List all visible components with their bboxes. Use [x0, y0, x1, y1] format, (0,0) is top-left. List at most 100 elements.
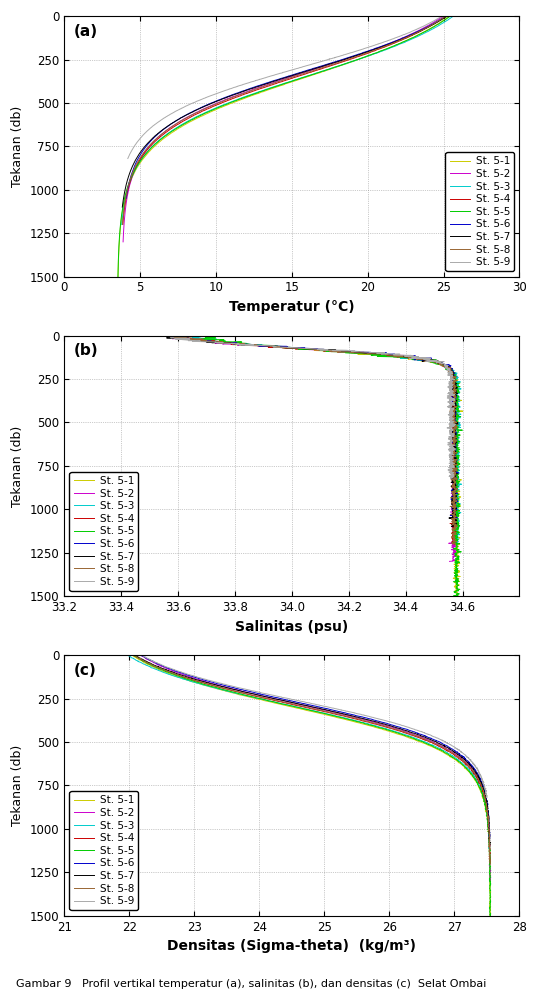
St. 5-5 [487, 853, 493, 865]
St. 5-7 [469, 761, 476, 773]
Line: St. 5-1: St. 5-1 [118, 16, 449, 285]
St. 5-6 [426, 732, 433, 744]
St. 5-2 [296, 69, 302, 81]
St. 5-9 [139, 649, 145, 661]
St. 5-9 [125, 152, 131, 164]
St. 5-7 [161, 122, 167, 134]
St. 5-7 [452, 521, 458, 533]
St. 5-7 [452, 379, 459, 391]
St. 5-1 [452, 451, 459, 463]
St. 5-5 [447, 10, 454, 22]
St. 5-4 [451, 452, 457, 464]
St. 5-4 [486, 858, 493, 870]
St. 5-9 [484, 791, 490, 803]
St. 5-1 [279, 80, 285, 91]
St. 5-1 [130, 649, 136, 661]
St. 5-1 [122, 190, 129, 202]
Line: St. 5-6: St. 5-6 [126, 16, 445, 199]
St. 5-9 [197, 94, 203, 106]
St. 5-9 [456, 745, 462, 756]
Line: St. 5-9: St. 5-9 [128, 16, 442, 158]
St. 5-9 [445, 367, 451, 379]
St. 5-3 [141, 149, 148, 161]
Text: Gambar 9   Profil vertikal temperatur (a), salinitas (b), dan densitas (c)  Sela: Gambar 9 Profil vertikal temperatur (a),… [16, 979, 486, 989]
St. 5-9 [469, 756, 476, 768]
St. 5-4 [480, 788, 487, 800]
St. 5-2 [449, 388, 456, 400]
St. 5-1 [115, 279, 121, 291]
St. 5-9 [348, 47, 355, 59]
St. 5-8 [442, 10, 449, 22]
St. 5-5 [275, 80, 281, 91]
St. 5-5 [456, 378, 462, 390]
St. 5-4 [130, 167, 137, 179]
Line: St. 5-3: St. 5-3 [179, 336, 462, 544]
St. 5-9 [383, 36, 389, 48]
St. 5-8 [449, 424, 455, 436]
St. 5-7 [210, 96, 217, 108]
St. 5-7 [450, 442, 457, 454]
St. 5-7 [132, 154, 139, 166]
St. 5-1 [470, 771, 476, 783]
St. 5-7 [144, 138, 151, 150]
St. 5-7 [297, 699, 303, 711]
St. 5-9 [254, 686, 260, 698]
St. 5-3 [207, 104, 213, 116]
St. 5-5 [451, 452, 458, 464]
St. 5-3 [118, 219, 125, 231]
X-axis label: Densitas (Sigma-theta)  (kg/m³): Densitas (Sigma-theta) (kg/m³) [167, 939, 416, 953]
Line: St. 5-5: St. 5-5 [118, 16, 450, 287]
St. 5-6 [123, 193, 129, 205]
St. 5-3 [453, 487, 459, 499]
St. 5-1 [118, 213, 125, 225]
St. 5-2 [335, 708, 341, 720]
St. 5-1 [455, 399, 461, 411]
St. 5-7 [486, 840, 492, 852]
St. 5-5 [366, 719, 372, 731]
St. 5-6 [138, 147, 144, 159]
St. 5-2 [456, 751, 463, 763]
St. 5-4 [315, 64, 322, 76]
St. 5-8 [119, 219, 126, 231]
St. 5-1 [446, 10, 452, 22]
Legend: St. 5-1, St. 5-2, St. 5-3, St. 5-4, St. 5-5, St. 5-6, St. 5-7, St. 5-8, St. 5-9: St. 5-1, St. 5-2, St. 5-3, St. 5-4, St. … [69, 791, 138, 911]
St. 5-9 [447, 472, 454, 484]
St. 5-3 [438, 744, 444, 755]
St. 5-3 [453, 469, 459, 481]
St. 5-6 [450, 377, 456, 389]
St. 5-5 [484, 809, 490, 821]
St. 5-4 [452, 487, 459, 499]
Text: (a): (a) [73, 24, 97, 39]
Line: St. 5-6: St. 5-6 [173, 336, 458, 518]
St. 5-6 [442, 10, 449, 22]
St. 5-2 [447, 556, 453, 568]
St. 5-8 [481, 788, 487, 800]
St. 5-6 [151, 132, 157, 144]
St. 5-1 [487, 918, 493, 930]
St. 5-3 [454, 452, 460, 464]
St. 5-4 [154, 133, 161, 145]
St. 5-2 [486, 819, 492, 831]
St. 5-7 [433, 736, 440, 747]
St. 5-5 [451, 511, 458, 523]
St. 5-1 [161, 132, 168, 144]
St. 5-5 [455, 534, 462, 546]
Line: St. 5-3: St. 5-3 [122, 16, 454, 225]
St. 5-7 [478, 776, 485, 788]
St. 5-8 [474, 772, 480, 784]
St. 5-6 [169, 330, 176, 342]
St. 5-8 [237, 686, 243, 698]
St. 5-2 [452, 463, 458, 475]
Y-axis label: Tekanan (db): Tekanan (db) [11, 105, 24, 187]
St. 5-9 [207, 674, 213, 686]
Line: St. 5-4: St. 5-4 [134, 655, 491, 864]
St. 5-2 [484, 800, 490, 812]
St. 5-8 [129, 167, 136, 179]
St. 5-7 [452, 473, 458, 485]
St. 5-8 [311, 703, 317, 715]
St. 5-3 [228, 686, 235, 698]
St. 5-5 [486, 830, 493, 842]
St. 5-5 [129, 170, 135, 182]
St. 5-6 [476, 771, 483, 783]
Line: St. 5-8: St. 5-8 [123, 16, 445, 225]
